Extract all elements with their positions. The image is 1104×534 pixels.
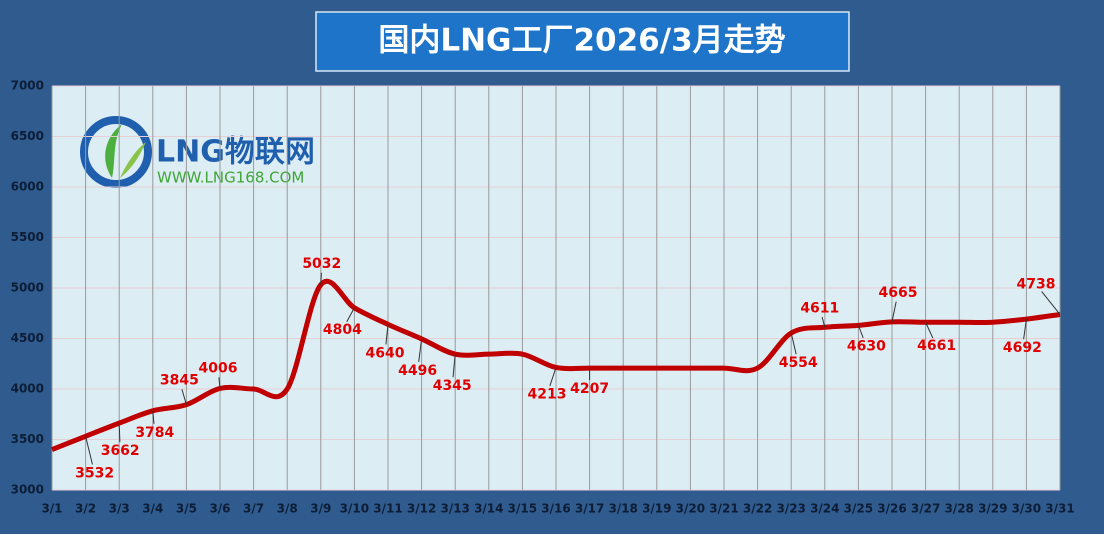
x-tick-label: 3/12: [407, 502, 436, 516]
value-label: 3532: [75, 465, 114, 481]
logo-ring: [80, 116, 152, 188]
y-tick-label: 4500: [11, 331, 44, 345]
leader-line: [1023, 319, 1027, 340]
y-tick-label: 7000: [11, 79, 44, 93]
x-tick-label: 3/5: [176, 502, 197, 516]
x-tick-label: 3/16: [541, 502, 570, 516]
leader-line: [218, 377, 221, 389]
x-tick-label: 3/10: [340, 502, 369, 516]
value-label: 4661: [917, 338, 956, 354]
x-tick-label: 3/8: [277, 502, 298, 516]
x-tick-label: 3/22: [743, 502, 772, 516]
value-label: 4630: [847, 338, 886, 354]
leader-line: [790, 332, 797, 355]
y-tick-label: 4000: [11, 382, 44, 396]
x-tick-label: 3/24: [810, 502, 839, 516]
chart-title: 国内LNG工厂2026/3月走势: [378, 23, 785, 59]
x-tick-label: 3/27: [911, 502, 940, 516]
logo-leaf: [120, 142, 146, 178]
leader-line: [891, 301, 897, 322]
value-label: 4611: [800, 300, 839, 316]
leader-line: [418, 338, 423, 363]
x-tick-label: 3/31: [1045, 502, 1074, 516]
x-tick-label: 3/17: [575, 502, 604, 516]
x-tick-label: 3/1: [41, 502, 62, 516]
leader-line: [925, 322, 934, 339]
value-label: 4554: [779, 355, 818, 371]
x-tick-label: 3/26: [877, 502, 906, 516]
value-label: 3662: [101, 443, 140, 459]
x-tick-label: 3/21: [709, 502, 738, 516]
y-tick-label: 3500: [11, 432, 44, 446]
x-tick-label: 3/20: [676, 502, 705, 516]
value-label: 4213: [528, 386, 567, 402]
value-label: 4692: [1003, 340, 1042, 356]
x-tick-label: 3/29: [978, 502, 1007, 516]
y-tick-label: 5500: [11, 230, 44, 244]
leader-line: [118, 423, 121, 443]
leader-line: [320, 272, 322, 285]
leader-line: [385, 324, 389, 345]
value-label: 3784: [135, 425, 174, 441]
x-tick-label: 3/30: [1012, 502, 1041, 516]
leader-line: [549, 367, 557, 387]
value-label: 4345: [433, 378, 472, 394]
x-tick-label: 3/25: [844, 502, 873, 516]
leader-line: [181, 389, 187, 405]
value-label: 4207: [570, 381, 609, 397]
logo-leaf: [105, 124, 122, 178]
leader-line: [452, 354, 456, 378]
x-tick-label: 3/4: [142, 502, 163, 516]
y-tick-label: 5000: [11, 281, 44, 295]
y-tick-label: 6500: [11, 129, 44, 143]
x-tick-label: 3/15: [508, 502, 537, 516]
value-label: 3845: [160, 373, 199, 389]
leader-line: [821, 316, 826, 328]
x-tick-label: 3/14: [474, 502, 503, 516]
x-tick-label: 3/28: [944, 502, 973, 516]
value-label: 4665: [879, 285, 918, 301]
value-label: 4640: [366, 345, 405, 361]
value-label: 4496: [398, 363, 437, 379]
x-tick-label: 3/3: [109, 502, 130, 516]
value-label: 4006: [199, 360, 238, 376]
x-tick-label: 3/19: [642, 502, 671, 516]
x-tick-label: 3/7: [243, 502, 264, 516]
value-label: 4804: [323, 322, 362, 338]
x-tick-label: 3/6: [209, 502, 230, 516]
leader-line: [346, 307, 355, 323]
leader-line: [152, 410, 155, 424]
leader-line: [857, 325, 864, 339]
value-label: 5032: [302, 256, 341, 272]
leader-line: [1041, 291, 1061, 315]
x-tick-label: 3/11: [373, 502, 402, 516]
x-tick-label: 3/2: [75, 502, 96, 516]
title-box: [315, 11, 850, 72]
leader-line: [85, 436, 93, 465]
value-label: 4738: [1017, 276, 1056, 292]
y-tick-label: 6000: [11, 180, 44, 194]
logo: LNG物联网 WWW.LNG168.COM: [80, 116, 315, 188]
logo-name: LNG物联网: [156, 135, 315, 170]
x-tick-label: 3/18: [608, 502, 637, 516]
logo-url: WWW.LNG168.COM: [157, 169, 304, 187]
x-tick-label: 3/23: [776, 502, 805, 516]
y-tick-label: 3000: [11, 483, 44, 497]
x-tick-label: 3/13: [440, 502, 469, 516]
x-tick-label: 3/9: [310, 502, 331, 516]
